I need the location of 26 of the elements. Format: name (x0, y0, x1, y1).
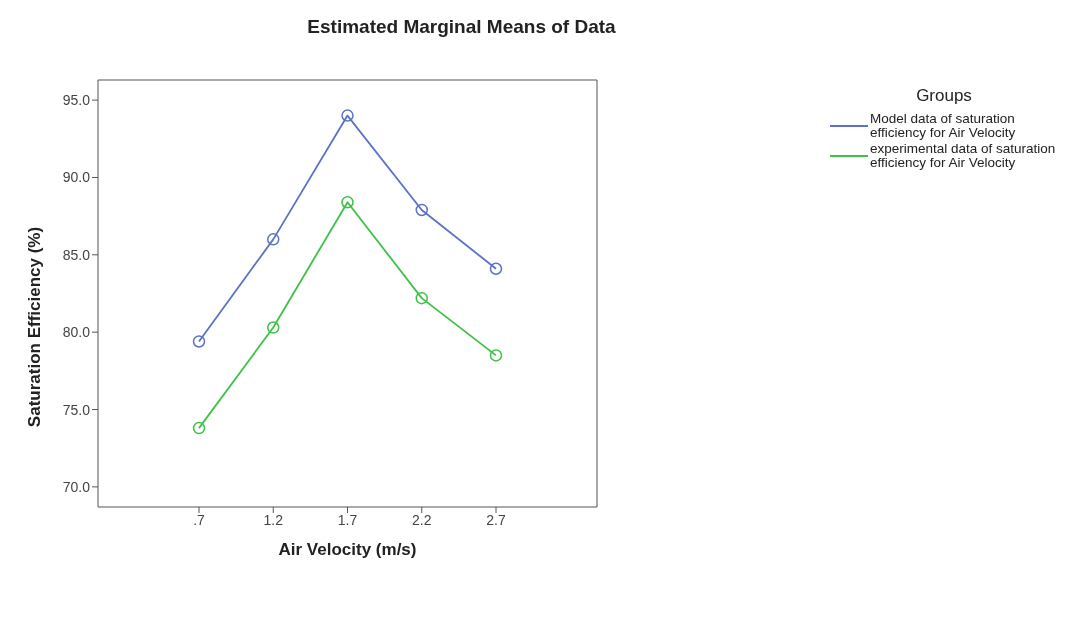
point (192, 335, 206, 348)
point (341, 195, 354, 209)
y-tick-label: 70.0 (62, 478, 91, 495)
point (267, 233, 280, 246)
y-tick-label: 90.0 (62, 169, 91, 186)
legend-label: experimental data of saturation efficiency for Air Velocity (870, 141, 1057, 170)
point (489, 349, 503, 362)
y-tick-label: 80.0 (62, 324, 91, 341)
point (267, 321, 280, 334)
x-axis-title: Air Velocity (m/s) (278, 540, 417, 559)
point (489, 262, 503, 275)
x-tick-label: 2.2 (412, 511, 432, 528)
x-tick-label: 2.7 (486, 511, 506, 528)
x-tick-label: 1.7 (337, 511, 358, 528)
y-tick-label: 75.0 (62, 401, 91, 418)
point (192, 421, 206, 435)
point (415, 203, 428, 217)
chart-title: Estimated Marginal Means of Data (306, 16, 617, 38)
legend-title: Groups (915, 86, 973, 106)
y-tick-label: 95.0 (62, 92, 91, 109)
x-tick-label: .7 (193, 511, 206, 528)
y-tick-label: 85.0 (62, 246, 91, 263)
point (415, 291, 428, 305)
y-axis-title: Saturation Efficiency (%) (25, 226, 45, 427)
x-tick-label: 1.2 (263, 511, 284, 528)
point (341, 109, 354, 122)
